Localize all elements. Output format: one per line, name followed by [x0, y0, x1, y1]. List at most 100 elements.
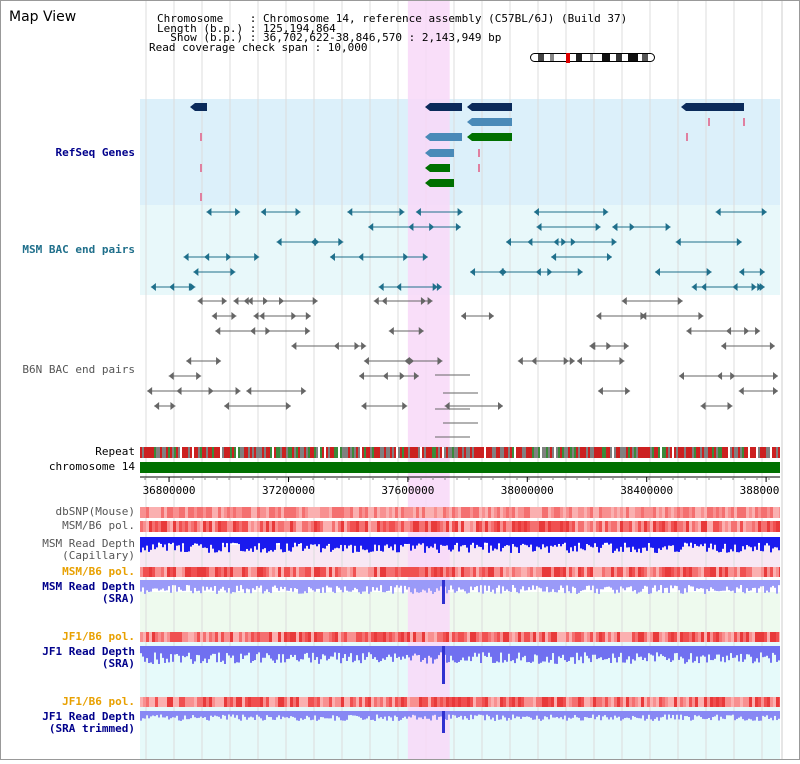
depth-bar	[760, 537, 762, 551]
bac-end-marker	[437, 357, 443, 365]
track-label-chromosome[interactable]: chromosome 14	[48, 460, 135, 473]
heat-cell	[689, 632, 692, 642]
depth-bar	[696, 537, 698, 546]
track-label-jf1_trim[interactable]: JF1 Read Depth (SRA trimmed)	[42, 710, 135, 735]
track-label-dbsnp[interactable]: dbSNP(Mouse)	[55, 505, 135, 518]
depth-bar	[534, 537, 536, 551]
heat-cell	[365, 521, 368, 532]
heat-cell	[752, 567, 755, 577]
depth-bar	[620, 646, 622, 653]
depth-bar	[322, 646, 324, 655]
depth-bar	[344, 711, 346, 721]
heat-cell	[752, 632, 755, 642]
repeat-segment	[602, 447, 604, 458]
depth-bar	[474, 711, 476, 716]
track-label-refseq[interactable]: RefSeq Genes	[55, 146, 135, 159]
depth-bar	[664, 646, 666, 657]
heat-cell	[296, 632, 299, 642]
depth-bar	[550, 580, 552, 592]
bac-end-marker	[168, 372, 174, 380]
bac-end-marker	[147, 387, 153, 395]
heat-cell	[713, 697, 716, 707]
depth-bar	[396, 537, 398, 553]
track-label-msm_pol[interactable]: MSM/B6 pol.	[62, 519, 135, 532]
track-label-repeat[interactable]: Repeat	[95, 445, 135, 458]
heat-cell	[329, 697, 332, 707]
bac-end-marker	[259, 312, 265, 320]
depth-bar	[476, 646, 478, 657]
heat-cell	[407, 632, 410, 642]
depth-bar	[560, 537, 562, 547]
depth-bar	[158, 580, 160, 591]
heat-cell	[581, 521, 584, 532]
depth-bar	[718, 537, 720, 553]
heat-cell	[776, 567, 779, 577]
repeat-segment	[438, 447, 440, 458]
heat-cell	[257, 567, 260, 577]
depth-bar	[254, 580, 256, 590]
depth-bar	[766, 537, 768, 544]
repeat-segment	[632, 447, 634, 458]
depth-bar	[562, 646, 564, 655]
heat-cell	[431, 507, 434, 518]
depth-bar	[312, 537, 314, 545]
depth-bar	[618, 537, 620, 552]
depth-bar	[500, 537, 502, 552]
depth-bar	[358, 537, 360, 552]
depth-bar	[424, 711, 426, 717]
heat-cell	[386, 507, 389, 518]
depth-bar	[674, 711, 676, 720]
bac-end-marker	[563, 357, 569, 365]
depth-bar	[396, 711, 398, 717]
track-label-jf1_sra[interactable]: JF1 Read Depth (SRA)	[42, 645, 135, 670]
heat-cell	[176, 632, 179, 642]
track-label-msm_bac[interactable]: MSM BAC end pairs	[22, 243, 135, 256]
gene-arrow	[425, 133, 430, 141]
heat-cell	[419, 521, 422, 532]
depth-bar	[172, 580, 174, 586]
gene-arrow	[467, 133, 472, 141]
depth-bar	[554, 711, 556, 718]
heat-cell	[167, 521, 170, 532]
bac-end-marker	[154, 402, 160, 410]
repeat-segment	[328, 447, 330, 458]
depth-bar	[408, 537, 410, 544]
depth-bar	[204, 646, 206, 659]
chromosome-ideogram[interactable]	[530, 53, 656, 63]
heat-cell	[470, 521, 473, 532]
heat-cell	[770, 567, 773, 577]
heat-cell	[245, 507, 248, 518]
bac-end-marker	[301, 387, 307, 395]
depth-bar	[460, 646, 462, 661]
depth-bar	[776, 580, 778, 594]
depth-bar	[322, 580, 324, 588]
heat-cell	[161, 632, 164, 642]
depth-bar	[604, 537, 606, 543]
heat-cell	[752, 507, 755, 518]
depth-bar	[434, 580, 436, 593]
bac-end-marker	[291, 342, 297, 350]
track-label-msm_cap[interactable]: MSM Read Depth (Capillary)	[42, 537, 135, 562]
heat-cell	[365, 632, 368, 642]
heat-cell	[188, 567, 191, 577]
track-label-msm_pol2[interactable]: MSM/B6 pol.	[62, 565, 135, 578]
repeat-segment	[694, 447, 696, 458]
depth-bar	[334, 646, 336, 653]
bac-end-marker	[455, 223, 461, 231]
track-label-b6n_bac[interactable]: B6N BAC end pairs	[22, 363, 135, 376]
heat-cell	[260, 567, 263, 577]
depth-bar	[472, 711, 474, 720]
repeat-segment	[566, 447, 568, 458]
depth-bar	[742, 537, 744, 547]
track-label-msm_sra[interactable]: MSM Read Depth (SRA)	[42, 580, 135, 605]
track-label-jf1_pol2[interactable]: JF1/B6 pol.	[62, 695, 135, 708]
depth-bar	[200, 646, 202, 664]
repeat-segment	[710, 447, 712, 458]
heat-cell	[617, 507, 620, 518]
heat-cell	[716, 697, 719, 707]
track-label-jf1_pol[interactable]: JF1/B6 pol.	[62, 630, 135, 643]
bac-end-marker	[488, 312, 494, 320]
heat-cell	[269, 632, 272, 642]
depth-bar	[504, 646, 506, 661]
